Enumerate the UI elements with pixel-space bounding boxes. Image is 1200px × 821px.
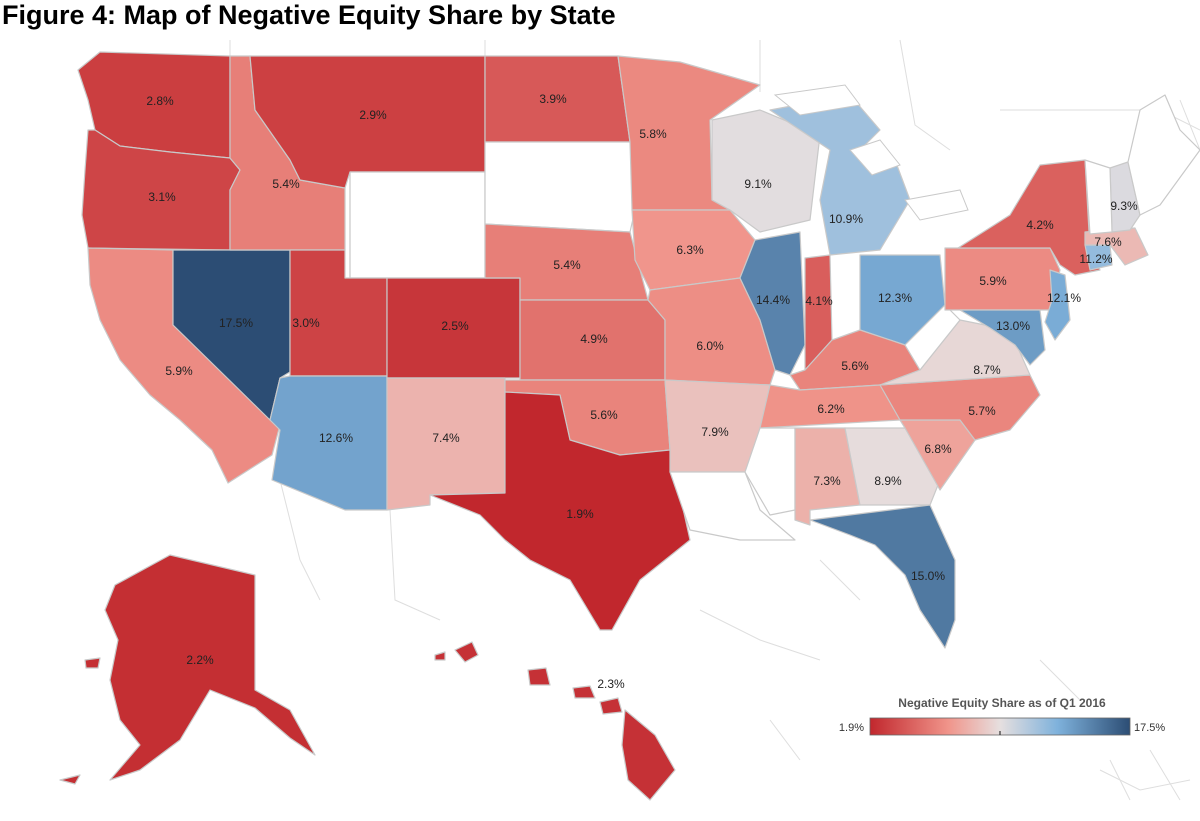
state-label-mt: 2.9%	[359, 108, 387, 122]
island-hi-3	[599, 697, 623, 715]
state-label-fl: 15.0%	[911, 569, 945, 583]
state-label-nv: 17.5%	[219, 316, 253, 330]
state-wy	[349, 171, 486, 279]
state-label-ga: 8.9%	[874, 474, 902, 488]
state-ak	[104, 554, 316, 781]
state-label-al: 7.3%	[813, 474, 841, 488]
legend-max-label: 17.5%	[1134, 722, 1165, 734]
state-label-az: 12.6%	[319, 431, 353, 445]
state-label-ks: 4.9%	[580, 332, 608, 346]
state-hi	[621, 709, 676, 801]
state-nc	[879, 374, 1041, 441]
legend-title: Negative Equity Share as of Q1 2016	[898, 696, 1106, 710]
state-sd	[484, 141, 636, 233]
state-label-ca: 5.9%	[165, 364, 193, 378]
island-hi-4	[434, 651, 446, 661]
state-label-nd: 3.9%	[539, 92, 567, 106]
state-label-mi: 10.9%	[829, 212, 863, 226]
map-title: Figure 4: Map of Negative Equity Share b…	[2, 0, 616, 30]
state-label-tn: 6.2%	[817, 402, 845, 416]
state-label-ut: 3.0%	[292, 316, 320, 330]
state-label-wi: 9.1%	[744, 177, 772, 191]
state-label-ky: 5.6%	[841, 359, 869, 373]
state-label-wa: 2.8%	[146, 94, 174, 108]
state-label-nh: 9.3%	[1110, 199, 1138, 213]
state-label-oh: 12.3%	[878, 291, 912, 305]
state-label-co: 2.5%	[441, 319, 469, 333]
state-label-ny: 4.2%	[1026, 218, 1054, 232]
state-label-ar: 7.9%	[701, 425, 729, 439]
state-il	[739, 231, 806, 376]
state-label-nm: 7.4%	[432, 431, 460, 445]
state-label-or: 3.1%	[148, 190, 176, 204]
states-layer	[59, 51, 1200, 801]
state-label-mo: 6.0%	[696, 339, 724, 353]
state-label-ok: 5.6%	[590, 408, 618, 422]
lake-2	[904, 189, 969, 221]
state-nj	[1044, 269, 1071, 341]
state-ms	[744, 427, 796, 516]
state-label-hi: 2.3%	[597, 677, 625, 691]
state-vt	[1084, 159, 1113, 235]
labels-layer: 2.8% 3.1% 5.9% 17.5% 5.4% 2.9% 3.0% 12.6% 2.5% 7.…	[146, 92, 1138, 691]
state-label-nc: 5.7%	[968, 404, 996, 418]
lake-0	[773, 84, 861, 116]
island-hi-0	[454, 641, 479, 663]
island-ak-6	[59, 774, 81, 785]
legend-min-label: 1.9%	[839, 722, 864, 734]
state-label-pa: 5.9%	[979, 274, 1007, 288]
state-fl	[809, 504, 956, 649]
state-label-nj: 12.1%	[1047, 291, 1081, 305]
state-ma	[1084, 227, 1149, 266]
island-hi-2	[572, 685, 596, 699]
state-label-ne: 5.4%	[553, 258, 581, 272]
state-label-va: 8.7%	[973, 363, 1001, 377]
background-boundaries	[229, 39, 1200, 801]
state-md	[959, 309, 1046, 366]
legend: Negative Equity Share as of Q1 2016 1.9%…	[839, 696, 1165, 736]
state-label-ak: 2.2%	[186, 653, 214, 667]
state-label-ia: 6.3%	[676, 243, 704, 257]
state-label-md: 13.0%	[996, 319, 1030, 333]
state-label-in: 4.1%	[805, 294, 833, 308]
island-hi-1	[527, 667, 551, 686]
state-label-tx: 1.9%	[566, 507, 594, 521]
state-label-mn: 5.8%	[639, 127, 667, 141]
state-tx	[429, 391, 691, 631]
state-label-sc: 6.8%	[924, 442, 952, 456]
state-me	[1127, 94, 1200, 216]
island-ak-5	[84, 657, 101, 669]
state-label-ma: 7.6%	[1094, 235, 1122, 249]
state-label-il: 14.4%	[756, 293, 790, 307]
state-label-ct: 11.2%	[1079, 252, 1112, 266]
state-label-id: 5.4%	[272, 177, 300, 191]
state-wi	[711, 109, 821, 233]
lake-1	[849, 139, 901, 176]
